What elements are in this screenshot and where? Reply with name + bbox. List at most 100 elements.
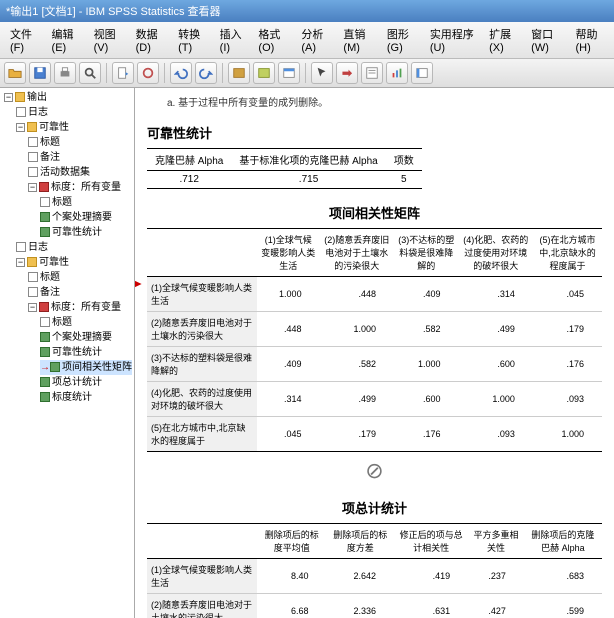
tree-item[interactable]: 活动数据集 [28, 165, 132, 180]
tree-item[interactable]: 标度统计 [40, 390, 132, 405]
preview-button[interactable] [79, 62, 101, 84]
menu-analyze[interactable]: 分析(A) [295, 24, 335, 56]
doc-icon [28, 137, 38, 147]
tree-log[interactable]: 日志 [16, 105, 132, 120]
tree-item[interactable]: 标题 [28, 270, 132, 285]
cell: 1.000 [394, 347, 459, 382]
cell: .314 [257, 382, 320, 417]
menu-file[interactable]: 文件(F) [4, 24, 44, 56]
undo-button[interactable] [170, 62, 192, 84]
cell: .448 [320, 277, 394, 312]
select-button[interactable] [311, 62, 333, 84]
tree-item[interactable]: 备注 [28, 150, 132, 165]
tree-reliability-1[interactable]: −可靠性 标题 备注 活动数据集 −标度：所有变量 标题 个案处理摘要 可靠性统… [16, 120, 132, 240]
toolbar: ➡ [0, 59, 614, 88]
collapse-icon[interactable]: − [16, 258, 25, 267]
tree-scale-2[interactable]: −标度：所有变量 标题 个案处理摘要 可靠性统计 →项间相关性矩阵 项总计统计 … [28, 300, 132, 405]
menu-window[interactable]: 窗口(W) [525, 24, 567, 56]
menu-data[interactable]: 数据(D) [130, 24, 171, 56]
cell: .448 [257, 312, 320, 347]
footnote-a: a. 基于过程中所有变量的成列删除。 [167, 94, 602, 109]
tree-item[interactable]: 备注 [28, 285, 132, 300]
save-button[interactable] [29, 62, 51, 84]
insert-heading-button[interactable]: ➡ [336, 62, 358, 84]
collapse-icon[interactable]: − [16, 123, 25, 132]
collapse-icon[interactable]: − [28, 303, 37, 312]
menu-edit[interactable]: 编辑(E) [46, 24, 86, 56]
goto-case-button[interactable] [253, 62, 275, 84]
variables-button[interactable] [278, 62, 300, 84]
cell: .582 [320, 347, 394, 382]
tree-reliability-2[interactable]: −可靠性 标题 备注 −标度：所有变量 标题 个案处理摘要 可靠性统计 →项间相… [16, 255, 132, 405]
cell: .093 [533, 382, 602, 417]
tree-item[interactable]: 可靠性统计 [40, 345, 132, 360]
menu-marketing[interactable]: 直销(M) [337, 24, 378, 56]
menu-graphs[interactable]: 图形(G) [381, 24, 422, 56]
folder-icon [27, 257, 37, 267]
run-button[interactable] [411, 62, 433, 84]
cell: .499 [320, 382, 394, 417]
cell: .093 [459, 417, 533, 452]
cell: .045 [257, 417, 320, 452]
col-header: 基于标准化项的克隆巴赫 Alpha [231, 149, 385, 171]
tree-item[interactable]: 标题 [28, 135, 132, 150]
table-icon [40, 212, 50, 222]
tree-log[interactable]: 日志 [16, 240, 132, 255]
tree-item-selected[interactable]: →项间相关性矩阵 [40, 360, 132, 375]
goto-button[interactable] [228, 62, 250, 84]
row-header: (2)随意丢弃废旧电池对于土壤水的污染很大 [147, 312, 257, 347]
cell: .419 [394, 559, 468, 594]
cell: 2.642 [327, 559, 394, 594]
item-total-title: 项总计统计 [147, 498, 602, 517]
menubar: 文件(F) 编辑(E) 视图(V) 数据(D) 转换(T) 插入(I) 格式(O… [0, 22, 614, 59]
cell: 1.000 [320, 312, 394, 347]
cell: .712 [147, 171, 231, 189]
redo-button[interactable] [195, 62, 217, 84]
menu-view[interactable]: 视图(V) [88, 24, 128, 56]
table-icon [40, 392, 50, 402]
export-button[interactable] [112, 62, 134, 84]
collapse-icon[interactable]: − [28, 183, 37, 192]
tree-item[interactable]: 个案处理摘要 [40, 330, 132, 345]
menu-help[interactable]: 帮助(H) [570, 24, 611, 56]
collapse-icon[interactable]: − [4, 93, 13, 102]
menu-utilities[interactable]: 实用程序(U) [424, 24, 481, 56]
cell: .045 [533, 277, 602, 312]
open-button[interactable] [4, 62, 26, 84]
cell: 1.000 [257, 277, 320, 312]
tree-item[interactable]: 个案处理摘要 [40, 210, 132, 225]
cell: 6.68 [257, 594, 327, 618]
output-content[interactable]: a. 基于过程中所有变量的成列删除。 可靠性统计 克隆巴赫 Alpha 基于标准… [135, 88, 614, 618]
cell: .176 [394, 417, 459, 452]
corr-matrix-title: 项间相关性矩阵 [147, 203, 602, 222]
col-header: 删除项后的克隆巴赫 Alpha [524, 524, 602, 559]
table-icon [50, 362, 60, 372]
menu-transform[interactable]: 转换(T) [172, 24, 212, 56]
cell: 2.336 [327, 594, 394, 618]
tree-item[interactable]: 项总计统计 [40, 375, 132, 390]
tree-root[interactable]: −输出 日志 −可靠性 标题 备注 活动数据集 −标度：所有变量 标题 个案处理… [4, 90, 132, 405]
menu-insert[interactable]: 插入(I) [214, 24, 251, 56]
cell: .409 [257, 347, 320, 382]
cell: 5 [386, 171, 422, 189]
cell: .683 [524, 559, 602, 594]
tree-scale-1[interactable]: −标度：所有变量 标题 个案处理摘要 可靠性统计 [28, 180, 132, 240]
col-header: 删除项后的标度平均值 [257, 524, 327, 559]
tree-item[interactable]: 可靠性统计 [40, 225, 132, 240]
tree-item[interactable]: 标题 [40, 195, 132, 210]
cell: .582 [394, 312, 459, 347]
outline-tree[interactable]: −输出 日志 −可靠性 标题 备注 活动数据集 −标度：所有变量 标题 个案处理… [0, 88, 135, 618]
chart-button[interactable] [386, 62, 408, 84]
menu-extensions[interactable]: 扩展(X) [483, 24, 523, 56]
row-header: (1)全球气候变暖影响人类生活 [147, 559, 257, 594]
insert-text-button[interactable] [361, 62, 383, 84]
tree-item[interactable]: 标题 [40, 315, 132, 330]
cell: .179 [533, 312, 602, 347]
row-pointer-icon: ➤ [135, 274, 142, 294]
doc-icon [16, 107, 26, 117]
forbidden-icon: ⊘ [147, 458, 602, 484]
recall-button[interactable] [137, 62, 159, 84]
print-button[interactable] [54, 62, 76, 84]
doc-icon [28, 272, 38, 282]
menu-format[interactable]: 格式(O) [252, 24, 293, 56]
